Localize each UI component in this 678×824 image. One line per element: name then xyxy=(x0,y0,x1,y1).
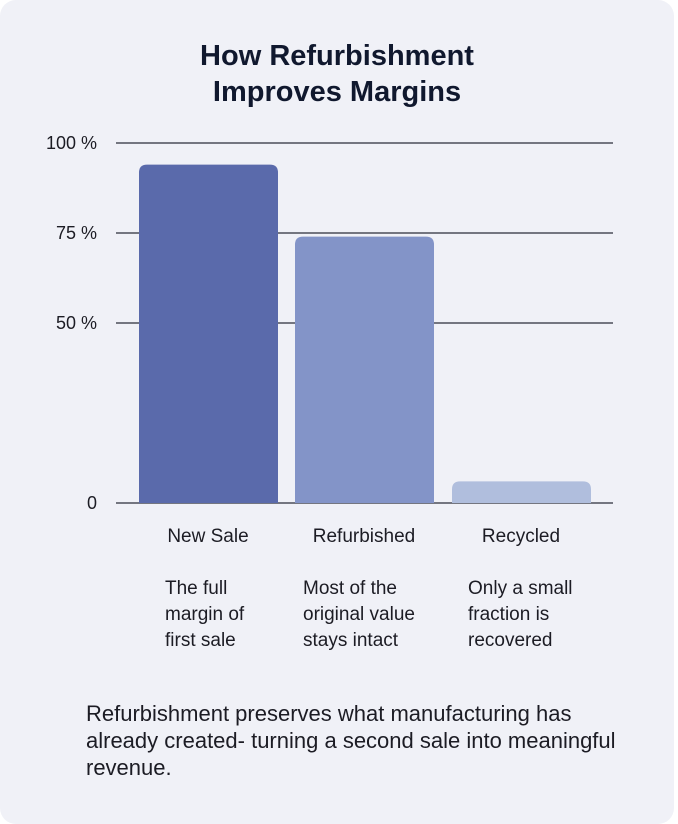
bar-refurbished xyxy=(295,236,434,503)
y-tick-label: 75 % xyxy=(56,223,97,243)
y-tick-label: 100 % xyxy=(46,133,97,153)
chart-title-line-2: Improves Margins xyxy=(212,76,462,108)
description-line: stays intact xyxy=(303,630,399,651)
description-line: original value xyxy=(303,604,415,625)
bar-chart: 0 50 % 75 % 100 % xyxy=(46,133,613,513)
description-line: fraction is xyxy=(468,604,550,625)
category-label-refurbished: Refurbished xyxy=(312,526,416,547)
footer-text: Refurbishment preserves what manufacturi… xyxy=(86,701,616,780)
description-recycled: Only a small fraction is recovered xyxy=(468,576,573,654)
description-refurbished: Most of the original value stays intact xyxy=(303,576,415,654)
description-line: The full xyxy=(165,578,228,599)
description-line: Only a small xyxy=(468,578,573,599)
category-label-recycled: Recycled xyxy=(481,526,561,547)
bar-recycled xyxy=(452,481,591,503)
description-line: margin of xyxy=(165,604,245,625)
description-line: Most of the xyxy=(303,578,397,599)
category-label-new-sale: New Sale xyxy=(167,526,249,547)
description-new-sale: The full margin of first sale xyxy=(165,576,244,654)
y-tick-label: 50 % xyxy=(56,313,97,333)
description-line: first sale xyxy=(165,630,236,651)
description-line: recovered xyxy=(468,630,553,651)
chart-title-line-1: How Refurbishment xyxy=(200,40,474,72)
y-tick-label: 0 xyxy=(87,493,97,513)
bar-new-sale xyxy=(139,164,278,503)
chart-title: How Refurbishment Improves Margins xyxy=(0,38,674,110)
